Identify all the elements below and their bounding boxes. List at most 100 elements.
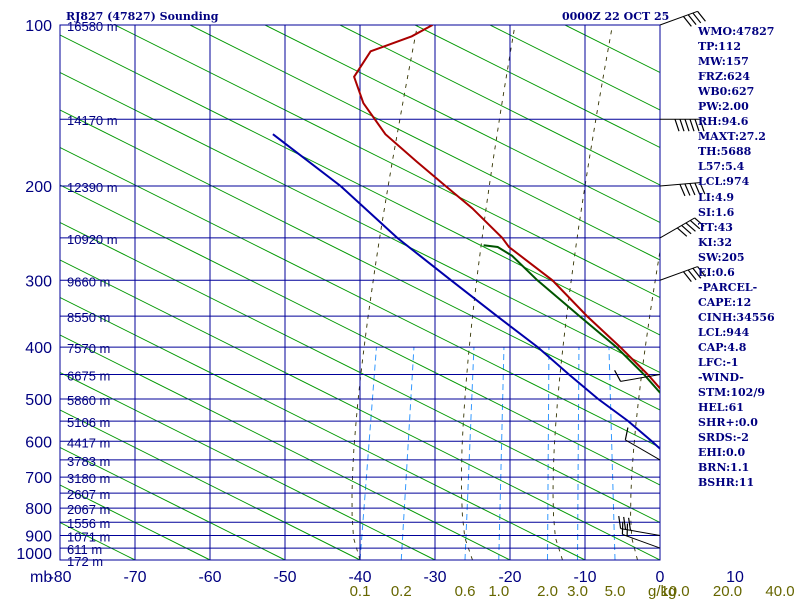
- mixing-ratio-line: [661, 347, 675, 560]
- pressure-tick-label: 100: [25, 18, 52, 35]
- height-label: 10920 m: [67, 232, 118, 247]
- height-label: 172 m: [67, 554, 103, 569]
- pressure-tick-label: 500: [25, 392, 52, 409]
- temperature-tick-label: -20: [498, 569, 521, 586]
- wind-barbs: [614, 10, 706, 549]
- temperature-tick-label: -10: [573, 569, 596, 586]
- sounding-index-item: LCL:974: [698, 175, 750, 189]
- wind-barb-feather: [694, 119, 700, 132]
- sounding-index-item: LI:4.9: [698, 190, 735, 204]
- sounding-index-item: PW:2.00: [698, 100, 749, 114]
- mixing-ratio-label: 40.0: [765, 583, 794, 600]
- wind-barb-feather: [697, 10, 706, 22]
- sounding-index-item: BRN:1.1: [698, 461, 750, 475]
- moist-adiabat-lines: [351, 25, 660, 560]
- wind-barb-feather: [674, 119, 680, 132]
- wind-barb-feather: [689, 219, 701, 230]
- sounding-index-item: SI:1.6: [698, 205, 735, 219]
- height-label: 1556 m: [67, 516, 110, 531]
- sounding-index-item: BSHR:11: [698, 476, 755, 490]
- height-label: 8550 m: [67, 310, 110, 325]
- height-label: 6675 m: [67, 368, 110, 383]
- sounding-indices-panel: WMO:47827 TP:112 MW:157 FRZ:624 WB0:627 PW:2.…: [698, 24, 775, 490]
- temperature-tick-label: 0: [656, 569, 665, 586]
- mixing-ratio-line: [547, 347, 550, 560]
- chart-title: RJ827 (47827) Sounding: [66, 10, 219, 23]
- sounding-index-item: STM:102/9: [698, 386, 765, 400]
- mixing-unit-label: g/kg: [648, 583, 676, 600]
- wind-barb-feather: [614, 370, 622, 382]
- pressure-tick-label: 900: [25, 529, 52, 546]
- sounding-index-item: -PARCEL-: [698, 280, 758, 294]
- height-label: 2607 m: [67, 487, 110, 502]
- wind-barb-feather: [679, 184, 686, 197]
- height-label: 611 m: [67, 542, 102, 557]
- temperature-tick-label: -70: [123, 569, 146, 586]
- height-label: 5106 m: [67, 415, 110, 430]
- height-label: 3783 m: [67, 454, 110, 469]
- height-label: 1071 m: [67, 530, 110, 545]
- sounding-index-item: RH:94.6: [698, 115, 749, 129]
- wind-barb-feather: [687, 269, 697, 281]
- sounding-index-item: WB0:627: [698, 85, 755, 99]
- wind-barb-feather: [697, 266, 706, 277]
- wind-barb-staff: [659, 266, 698, 281]
- wind-barb-feather: [676, 227, 688, 237]
- temperature-tick-label: -80: [48, 569, 71, 586]
- dry-adiabat-line: [338, 25, 660, 186]
- wind-barb-staff: [622, 533, 661, 549]
- sounding-index-item: TP:112: [698, 40, 742, 54]
- sounding-profiles: [272, 25, 660, 451]
- dry-adiabat-line: [488, 25, 660, 111]
- mixing-ratio-line: [359, 347, 377, 560]
- sounding-index-item: MAXT:27.2: [698, 130, 766, 144]
- sounding-index-item: CAP:4.8: [698, 340, 747, 354]
- mixing-ratio-label: 0.1: [350, 583, 371, 600]
- sounding-index-item: FRZ:624: [698, 70, 751, 84]
- moist-adiabat-line: [630, 248, 660, 560]
- height-label: 12390 m: [67, 180, 118, 195]
- moist-adiabat-line: [461, 25, 516, 560]
- dry-adiabat-line: [413, 25, 660, 149]
- wind-barb-feather: [687, 14, 697, 26]
- pressure-tick-label: 300: [25, 273, 52, 290]
- pressure-tick-label: 400: [25, 340, 52, 357]
- wind-barb-staff: [659, 10, 698, 26]
- wind-barb-staff: [625, 439, 661, 461]
- temperature-tick-label: -60: [198, 569, 221, 586]
- mixing-ratio-label: 20.0: [713, 583, 742, 600]
- sounding-index-item: TT:43: [698, 220, 733, 234]
- mixing-ratio-label: 3.0: [567, 583, 588, 600]
- height-label: 7570 m: [67, 341, 110, 356]
- sounding-index-item: HEL:61: [698, 401, 744, 415]
- height-label: 14170 m: [67, 113, 118, 128]
- wind-barb-staff: [659, 182, 700, 187]
- moist-adiabat-line: [351, 25, 418, 560]
- wind-barb-feather: [689, 183, 696, 196]
- mixing-ratio-label: 2.0: [537, 583, 558, 600]
- mixing-ratio-label: 5.0: [605, 583, 626, 600]
- height-label: 9660 m: [67, 274, 110, 289]
- mixing-ratio-line: [608, 347, 616, 560]
- parcel-profile-line: [272, 133, 660, 451]
- sounding-index-item: TH:5688: [698, 145, 752, 159]
- mixing-ratio-line: [498, 347, 505, 560]
- sounding-index-item: MW:157: [698, 55, 749, 69]
- mixing-ratio-label: 0.6: [455, 583, 476, 600]
- mixing-ratio-label: 1.0: [488, 583, 509, 600]
- wind-barb-feather: [699, 119, 705, 132]
- sounding-index-item: KI:32: [698, 235, 733, 249]
- sounding-index-item: SHR+:0.0: [698, 416, 758, 430]
- chart-subtitle: 0000Z 22 OCT 25: [562, 10, 670, 23]
- sounding-index-item: CINH:34556: [698, 310, 775, 324]
- mixing-ratio-line: [400, 347, 415, 560]
- wind-barb-feather: [694, 182, 701, 195]
- mixing-ratio-line: [464, 347, 475, 560]
- sounding-index-item: LFC:-1: [698, 356, 739, 370]
- temperature-tick-label: -50: [273, 569, 296, 586]
- wind-barb-feather: [684, 119, 690, 132]
- wind-barb-staff: [620, 373, 661, 382]
- wind-barb-feather: [683, 16, 692, 27]
- wind-barb-feather: [628, 517, 632, 531]
